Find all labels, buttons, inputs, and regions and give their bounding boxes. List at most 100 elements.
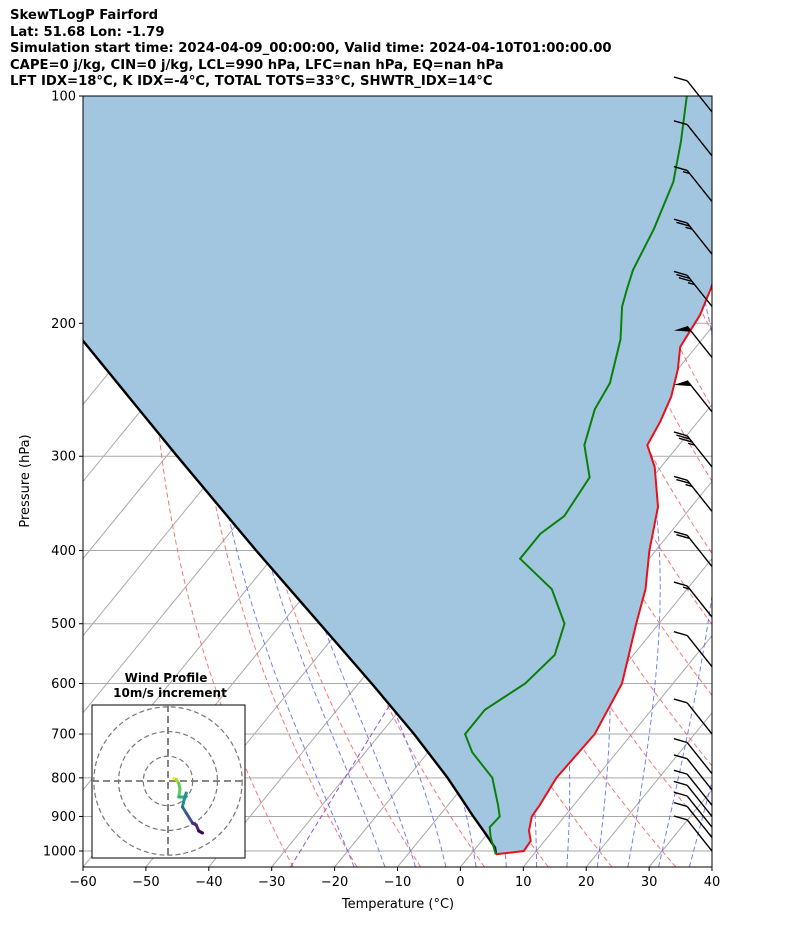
- wind-barb: [673, 631, 713, 668]
- wind-barb: [673, 270, 713, 307]
- x-tick-label: −40: [195, 875, 222, 890]
- wind-barb: [673, 475, 713, 512]
- barb-flag: [673, 165, 688, 172]
- barb-flag: [673, 801, 688, 808]
- barb-flag: [673, 475, 688, 481]
- inset-rings: [92, 705, 245, 858]
- mixing-ratio-line: [290, 683, 404, 867]
- y-axis-label: Pressure (hPa): [18, 434, 33, 527]
- x-tick-label: −50: [132, 875, 159, 890]
- wind-barb: [673, 218, 713, 255]
- wind-barb: [673, 165, 713, 203]
- barb-half-flag: [685, 483, 693, 488]
- barb-flag: [673, 581, 688, 587]
- barb-flag: [673, 218, 688, 224]
- dewpoint-line: [463, 96, 688, 855]
- barb-flag: [673, 530, 688, 537]
- barb-shaft: [686, 124, 713, 157]
- cape-area: [83, 96, 712, 855]
- barb-pennant: [673, 326, 692, 332]
- barb-flag: [676, 221, 690, 227]
- x-tick-label: 40: [704, 875, 721, 890]
- x-tick-label: −30: [258, 875, 285, 890]
- y-tick-label: 300: [51, 450, 76, 465]
- x-tick-label: 0: [456, 875, 464, 890]
- x-tick-label: −60: [69, 875, 96, 890]
- barb-shaft: [686, 274, 713, 307]
- index-line: LFT IDX=18°C, K IDX=-4°C, TOTAL TOTS=33°…: [10, 74, 493, 90]
- barb-shaft: [686, 795, 713, 828]
- y-tick-label: 500: [51, 617, 76, 632]
- x-axis-ticks: −60 −50 −40 −30 −20 −10 0 10 20 30 40: [69, 867, 720, 890]
- barb-half-flag: [682, 586, 690, 590]
- barb-flag: [673, 270, 688, 276]
- barb-shaft: [686, 435, 713, 468]
- moist-adiabat: [644, 96, 712, 867]
- barb-shaft: [686, 702, 713, 735]
- barb-flag: [673, 76, 688, 82]
- inset-title: Wind Profile: [125, 671, 208, 685]
- barb-shaft: [686, 819, 713, 852]
- hodograph-segment: [197, 829, 204, 835]
- y-tick-label: 800: [51, 771, 76, 786]
- wind-barb: [673, 325, 713, 358]
- barb-flag: [676, 534, 690, 540]
- wind-barbs: [673, 76, 713, 852]
- profiles: [83, 96, 712, 856]
- barb-shaft: [686, 758, 713, 791]
- barb-flag: [673, 631, 688, 637]
- y-tick-label: 900: [51, 810, 76, 825]
- barb-flag: [673, 769, 688, 775]
- chart-title: SkewTLogP Fairford: [10, 8, 159, 23]
- location-line: Lat: 51.68 Lon: -1.79: [10, 24, 165, 40]
- wind-barb: [673, 698, 713, 735]
- barb-flag: [678, 437, 693, 443]
- x-tick-label: 30: [641, 875, 658, 890]
- dry-adiabat: [717, 96, 794, 867]
- wind-barb: [673, 120, 713, 157]
- wind-barb: [673, 380, 713, 413]
- barb-shaft: [686, 479, 713, 512]
- barb-flag: [673, 754, 688, 760]
- isotherm: [711, 866, 712, 867]
- y-tick-label: 1000: [43, 845, 76, 860]
- isotherm: [83, 96, 84, 97]
- x-tick-label: 10: [515, 875, 532, 890]
- wind-barb: [673, 815, 713, 852]
- barb-half-flag: [687, 282, 695, 286]
- barb-shaft: [686, 784, 713, 817]
- barb-flag: [673, 780, 688, 786]
- wind-barb: [673, 780, 713, 817]
- moist-adiabat: [720, 96, 794, 867]
- barb-half-flag: [685, 226, 693, 230]
- barb-shaft: [686, 635, 713, 668]
- barb-flag: [673, 738, 688, 744]
- x-axis-label: Temperature (°C): [341, 897, 454, 912]
- barb-half-flag: [682, 170, 690, 175]
- barb-shaft: [686, 773, 713, 806]
- moist-adiabat: [244, 96, 416, 867]
- barb-flag: [673, 698, 688, 704]
- barb-flag: [673, 431, 688, 437]
- barb-shaft: [686, 169, 713, 203]
- inset-subtitle: 10m/s increment: [113, 686, 227, 700]
- barb-flag: [678, 277, 693, 283]
- y-tick-label: 600: [51, 677, 76, 692]
- barb-flag: [673, 120, 688, 126]
- barb-flag: [676, 478, 690, 485]
- barb-flag: [676, 273, 690, 280]
- y-tick-label: 200: [51, 317, 76, 332]
- x-tick-label: −10: [384, 875, 411, 890]
- temperature-line: [495, 281, 712, 856]
- y-tick-label: 100: [51, 90, 76, 105]
- barb-shaft: [686, 380, 713, 413]
- wind-barb: [673, 738, 713, 775]
- barb-shaft: [686, 325, 713, 358]
- wind-barb: [673, 801, 713, 839]
- cape-line: CAPE=0 j/kg, CIN=0 j/kg, LCL=990 hPa, LF…: [10, 57, 504, 73]
- barb-half-flag: [687, 442, 695, 446]
- chart-header: SkewTLogP Fairford Lat: 51.68 Lon: -1.79…: [10, 8, 612, 91]
- isotherm: [585, 712, 712, 867]
- dry-adiabat: [783, 96, 794, 867]
